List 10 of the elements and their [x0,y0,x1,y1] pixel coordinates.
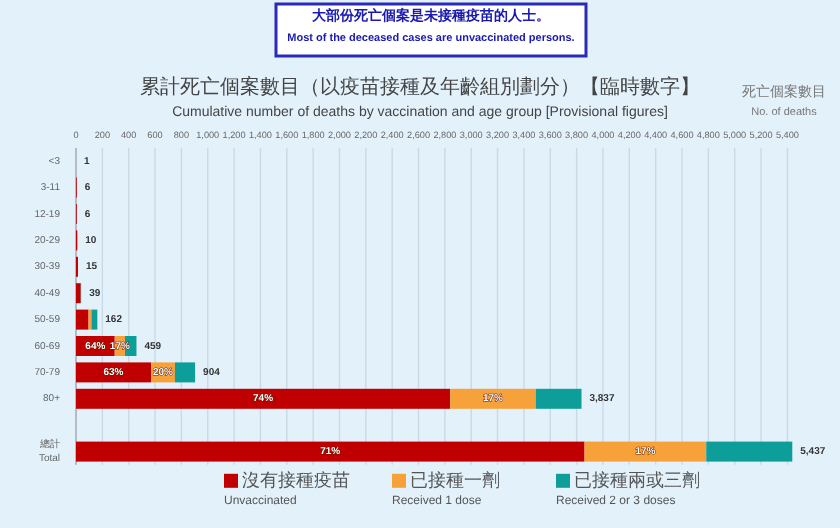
bar [450,388,536,409]
bar [76,441,585,462]
bar [706,441,793,462]
bar [76,309,89,330]
chart-title: 累計死亡個案數目（以疫苗接種及年齡組別劃分）【臨時數字】 [140,75,700,100]
bar [76,388,451,409]
bar [535,388,582,409]
bar [91,309,98,330]
bar [174,362,196,383]
bar [584,441,707,462]
